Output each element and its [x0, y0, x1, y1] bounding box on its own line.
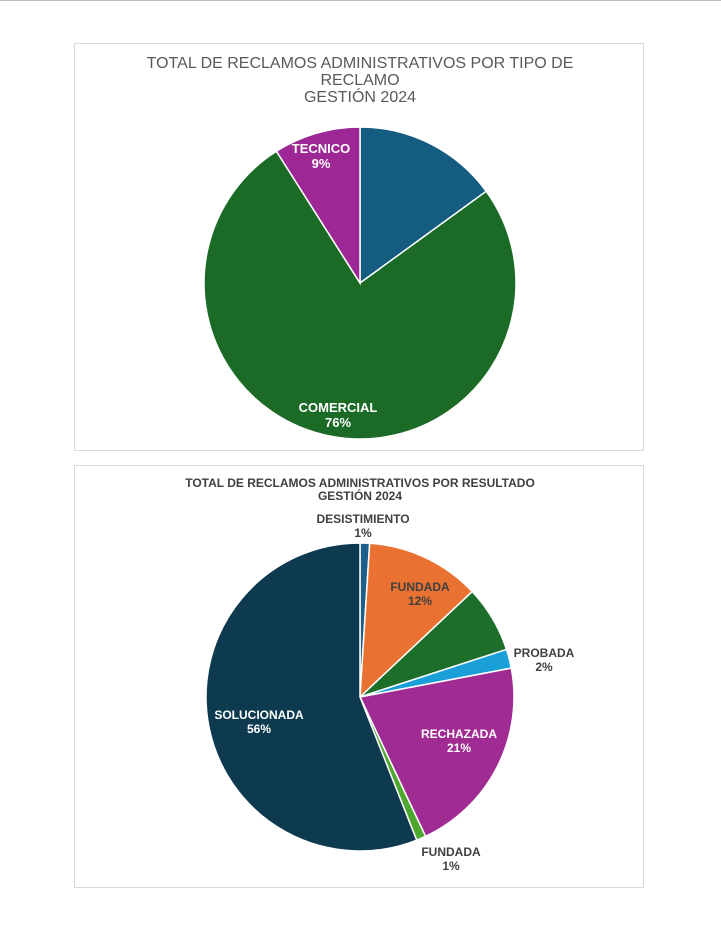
chart-title-line-2: RECLAMO	[320, 72, 399, 89]
top-divider	[0, 0, 721, 1]
data-label-pct-acceso-0: 15%	[120, 168, 146, 183]
data-label-pct-desistimiento-0: 1%	[354, 526, 372, 540]
chart-title-line-3: GESTIÓN 2024	[304, 87, 416, 106]
data-label-acceso-0: ACCESO	[105, 153, 161, 168]
data-label-pct-fundada-5: 1%	[442, 859, 460, 873]
data-label-pct-probada-3: 2%	[535, 660, 553, 674]
pie-slice-fundada-1	[359, 542, 474, 699]
data-label-fundada-5: FUNDADA	[421, 845, 481, 859]
data-label-fundada-1: FUNDADA	[390, 580, 450, 594]
data-label-comercial-1: COMERCIAL	[299, 400, 378, 415]
chart-title-line-2: GESTIÓN 2024	[318, 488, 402, 503]
pie-slice-comercial-1	[203, 150, 517, 440]
chart-title-line-1: TOTAL DE RECLAMOS ADMINISTRATIVOS POR RE…	[185, 476, 535, 490]
chart-title-line-1: TOTAL DE RECLAMOS ADMINISTRATIVOS POR TI…	[147, 55, 574, 72]
data-label-pct-rechazada-4: 21%	[447, 741, 471, 755]
data-label-pct-tecnico-2: 9%	[312, 156, 331, 171]
data-label-pct-comercial-1: 76%	[325, 415, 351, 430]
pie-slice-solucionada-6	[205, 542, 418, 852]
data-label-tecnico-2: TECNICO	[292, 141, 351, 156]
chart-card-tipo-reclamo: TOTAL DE RECLAMOS ADMINISTRATIVOS POR TI…	[74, 43, 644, 451]
data-label-probada-3: PROBADA	[514, 646, 575, 660]
data-label-pct-fundada-1: 12%	[408, 594, 432, 608]
data-label-pct-solucionada-6: 56%	[247, 722, 271, 736]
chart-card-resultado: TOTAL DE RECLAMOS ADMINISTRATIVOS POR RE…	[74, 465, 644, 888]
pie-chart-tipo-reclamo: TOTAL DE RECLAMOS ADMINISTRATIVOS POR TI…	[105, 55, 574, 440]
data-label-desistimiento-0: DESISTIMIENTO	[316, 512, 409, 526]
pie-slice-tecnico-2	[275, 126, 361, 286]
data-label-solucionada-6: SOLUCIONADA	[214, 708, 304, 722]
pie-chart-resultado: TOTAL DE RECLAMOS ADMINISTRATIVOS POR RE…	[185, 476, 575, 873]
pie-slice-rechazada-4	[358, 667, 515, 838]
data-label-rechazada-4: RECHAZADA	[421, 727, 497, 741]
pie-slice-acceso-0	[359, 126, 488, 285]
